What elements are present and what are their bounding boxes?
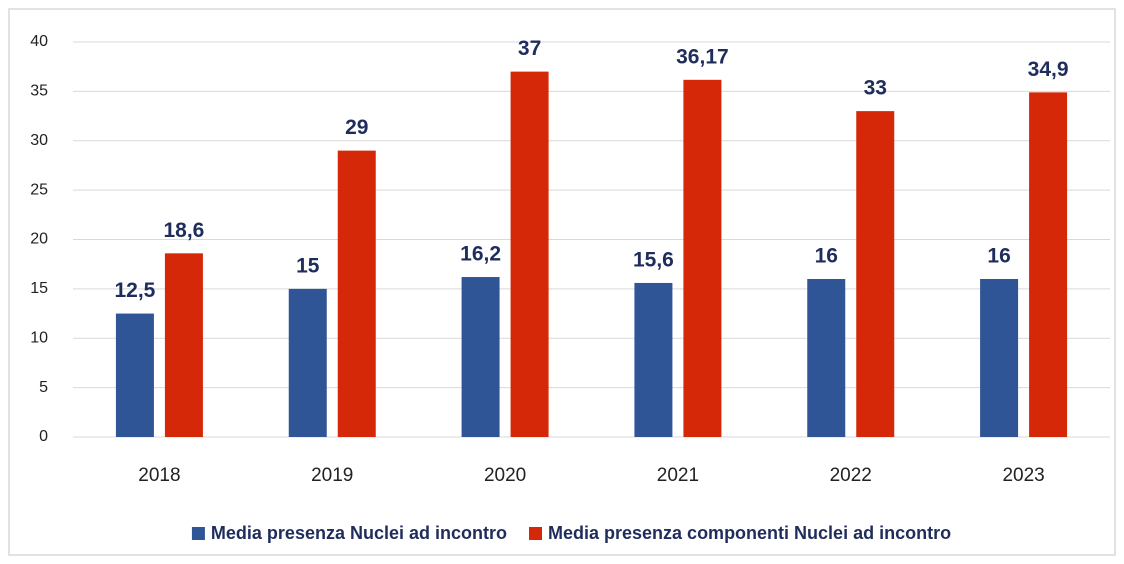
value-label: 16,2 [460,243,501,266]
value-label: 16 [987,245,1010,268]
value-label: 37 [518,37,541,60]
legend-label: Media presenza componenti Nuclei ad inco… [548,523,951,543]
x-tick-label: 2018 [138,465,180,486]
bar [807,279,846,437]
value-label: 36,17 [676,45,729,68]
x-tick-label: 2021 [657,465,699,486]
value-label: 12,5 [114,279,155,302]
value-label: 15,6 [633,248,674,271]
bar [980,279,1019,437]
y-tick-label: 30 [30,132,48,149]
value-label: 18,6 [163,219,204,242]
y-tick-label: 0 [39,428,48,445]
value-label: 33 [864,77,887,100]
x-tick-label: 2019 [311,465,353,486]
legend-label: Media presenza Nuclei ad incontro [211,523,507,543]
y-tick-label: 15 [30,280,48,297]
bar [288,288,327,437]
value-label: 29 [345,116,368,139]
x-tick-label: 2023 [1002,465,1044,486]
y-tick-label: 20 [30,231,48,248]
x-tick-label: 2020 [484,465,526,486]
bar [115,313,154,437]
legend-swatch [191,527,205,540]
value-label: 15 [296,254,320,277]
value-label: 34,9 [1028,58,1069,81]
bar [337,150,376,437]
bar [634,282,673,437]
bar [1029,92,1068,438]
bar [683,79,722,437]
bar [856,111,895,437]
bar [461,277,500,437]
value-label: 16 [815,245,838,268]
y-tick-label: 40 [30,33,48,50]
bar [510,71,549,437]
bar [164,253,203,437]
y-tick-label: 5 [39,379,48,396]
legend-swatch [529,527,542,540]
y-tick-label: 10 [30,329,48,346]
x-tick-label: 2022 [830,465,872,486]
y-tick-label: 35 [30,83,48,100]
y-tick-label: 25 [30,181,48,198]
